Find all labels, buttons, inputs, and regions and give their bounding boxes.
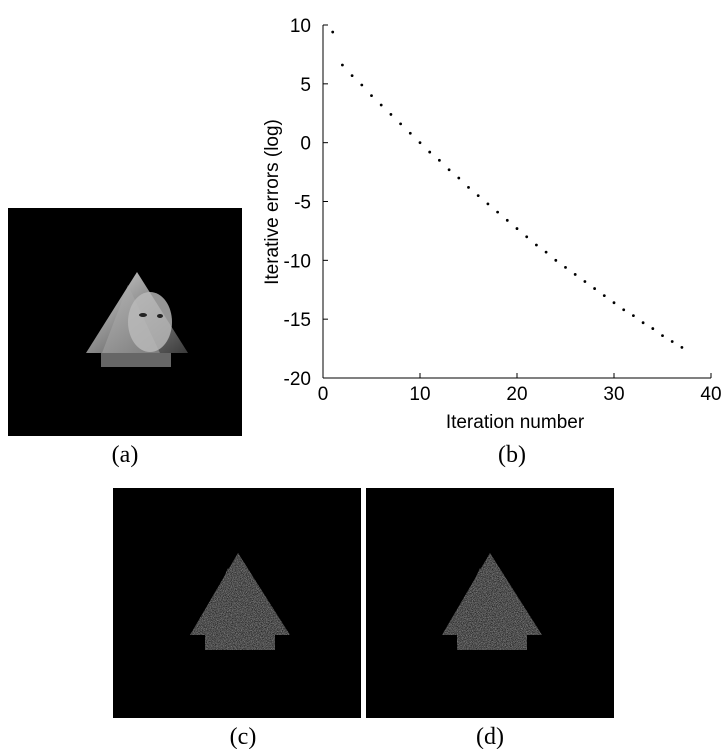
point	[593, 287, 596, 290]
x-tick-label: 30	[603, 384, 624, 405]
x-tick-label: 40	[700, 384, 721, 405]
point	[360, 83, 364, 87]
point	[350, 74, 354, 77]
point	[583, 280, 587, 283]
y-axis-label: Iterative errors (log)	[262, 119, 283, 285]
point	[467, 185, 470, 189]
masked-face	[86, 272, 188, 367]
point	[496, 210, 499, 214]
y-tick-label: -15	[284, 310, 311, 331]
point	[418, 141, 422, 145]
point	[573, 273, 577, 276]
point	[505, 218, 509, 222]
point	[632, 314, 635, 318]
x-tick-label: 20	[506, 384, 527, 405]
point	[457, 176, 461, 180]
noise-triangles-d	[442, 553, 542, 650]
caption: (a)	[112, 442, 139, 468]
y-tick-label: -20	[284, 369, 311, 390]
x-tick-label: 0	[318, 384, 329, 405]
point	[486, 202, 490, 206]
point	[564, 265, 567, 269]
y-tick-label: 10	[290, 16, 311, 37]
point	[680, 346, 684, 349]
point	[641, 321, 645, 325]
point	[428, 150, 432, 154]
point	[612, 301, 616, 305]
point	[515, 227, 519, 230]
x-axis-label: Iteration number	[446, 412, 585, 433]
point	[535, 243, 538, 247]
point	[438, 158, 441, 162]
point	[389, 113, 393, 116]
y-tick-label: -5	[294, 193, 311, 214]
point	[370, 94, 373, 97]
y-tick-label: 5	[300, 75, 311, 96]
x-tick-label: 10	[409, 384, 430, 405]
caption: (c)	[230, 724, 257, 749]
point	[651, 327, 655, 330]
point	[525, 235, 529, 239]
point	[661, 334, 664, 338]
caption: (d)	[476, 724, 504, 749]
point	[408, 131, 412, 135]
y-tick-label: 0	[300, 134, 311, 155]
point	[331, 30, 335, 34]
caption: (b)	[498, 442, 526, 468]
point	[602, 294, 606, 298]
y-tick-label: -10	[284, 251, 311, 272]
point	[670, 340, 674, 343]
point	[447, 168, 451, 172]
point	[341, 63, 344, 67]
noise-triangles-c	[190, 553, 290, 650]
point	[622, 308, 626, 312]
point	[544, 250, 548, 254]
point	[399, 122, 402, 126]
point	[476, 194, 480, 198]
point	[379, 103, 383, 107]
point	[554, 258, 558, 262]
